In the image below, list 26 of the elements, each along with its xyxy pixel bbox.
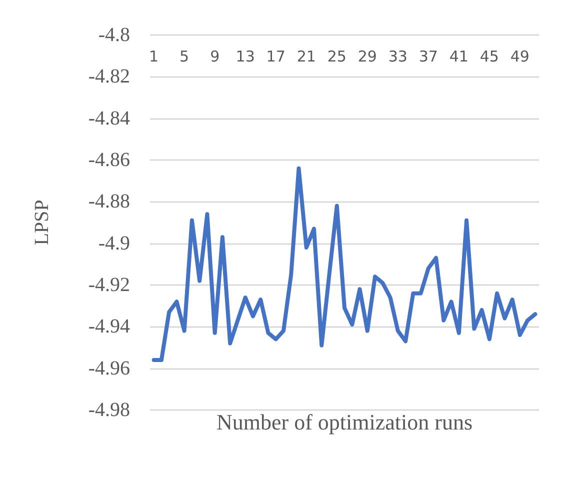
y-axis-title: LPSP xyxy=(31,200,53,246)
y-tick-label: -4.9 xyxy=(98,232,130,254)
x-axis-title: Number of optimization runs xyxy=(216,410,473,434)
x-tick-label: 25 xyxy=(327,48,346,66)
y-tick-label: -4.84 xyxy=(88,107,130,130)
x-tick-label: 1 xyxy=(149,48,159,66)
x-tick-label: 29 xyxy=(358,48,377,66)
x-tick-label: 33 xyxy=(388,48,408,66)
y-tick-label: -4.94 xyxy=(88,316,130,338)
x-tick-label: 21 xyxy=(296,48,316,66)
y-tick-label: -4.98 xyxy=(88,399,130,421)
y-tick-label: -4.96 xyxy=(88,357,130,380)
x-tick-label: 13 xyxy=(236,48,255,66)
x-tick-label: 49 xyxy=(510,48,530,66)
y-tick-label: -4.86 xyxy=(88,149,130,171)
x-tick-label: 5 xyxy=(180,48,190,66)
y-tick-label: -4.88 xyxy=(88,190,130,213)
y-tick-label: -4.92 xyxy=(88,274,130,296)
x-tick-label: 37 xyxy=(418,48,438,66)
y-tick-label: -4.8 xyxy=(98,24,130,46)
x-tick-label: 41 xyxy=(449,48,468,66)
x-tick-label: 9 xyxy=(210,48,220,66)
line-series xyxy=(152,166,538,362)
x-tick-label: 17 xyxy=(266,48,286,66)
y-tick-label: -4.82 xyxy=(88,66,130,88)
x-tick-label: 45 xyxy=(480,48,499,66)
